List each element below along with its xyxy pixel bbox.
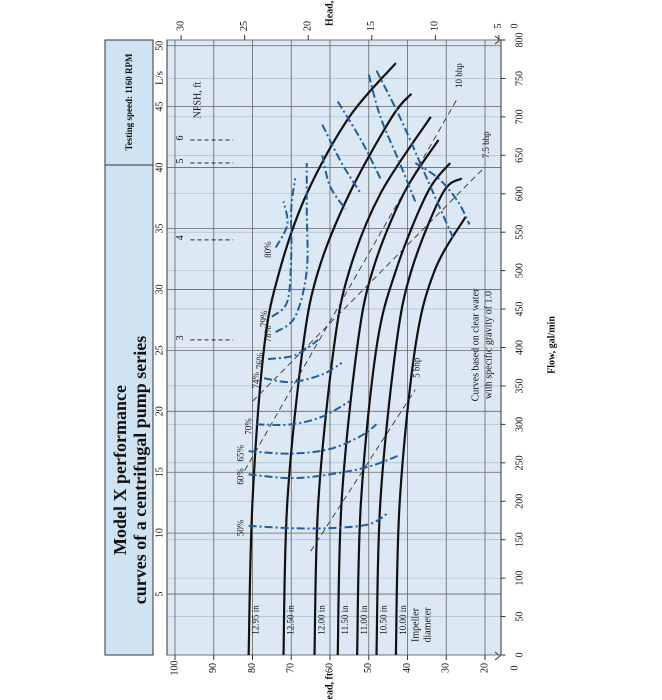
series-label: 80% (263, 241, 273, 258)
impeller-curve (375, 177, 463, 656)
series-label: 79% (259, 310, 269, 327)
impeller-curve (247, 62, 397, 656)
y-axis-label: Head, ft (324, 672, 335, 700)
series-label: 70% (243, 418, 253, 435)
y2-tick-label: 30 (175, 21, 186, 31)
series-label: 10 bhp (454, 63, 464, 88)
x-tick-label: 100 (514, 571, 525, 586)
efficiency-curve (263, 124, 362, 384)
y-tick-label: 100 (169, 661, 180, 676)
y2-tick-label: 5 (493, 24, 504, 29)
x-tick-label: 750 (514, 71, 525, 86)
y-tick-label: 50 (363, 663, 374, 673)
chart-subtitle: curves of a centrifugal pump series (130, 336, 150, 604)
x-tick-label: 450 (514, 302, 525, 317)
x-tick-label: 250 (514, 455, 525, 470)
x-tick-label: 50 (514, 612, 525, 622)
x2-tick-label: 45 (154, 102, 165, 112)
series-label: 10.50 in (379, 605, 389, 635)
series-label: 12.50 in (286, 605, 296, 635)
efficiency-curve (274, 201, 289, 249)
power-curve (244, 97, 459, 471)
x2-tick-label: 25 (154, 345, 165, 355)
efficiency-curve (271, 178, 297, 318)
impeller-curve (336, 139, 440, 656)
efficiency-curve (248, 162, 471, 530)
y-tick-label: 30 (441, 663, 452, 673)
impeller-curve (356, 162, 452, 656)
x2-tick-label: 15 (154, 467, 165, 477)
series-label: 76% (255, 352, 265, 369)
x2-tick-label: 5 (154, 592, 165, 597)
x2-tick-label: 40 (154, 163, 165, 173)
efficiency-curve (256, 100, 382, 426)
series-label: 7.5 bhp (481, 131, 491, 159)
efficiency-curve (248, 70, 455, 480)
efficiency-curve (275, 163, 309, 333)
x-tick-label: 600 (514, 186, 525, 201)
series-label: 50% (236, 519, 246, 536)
x2-tick-label: 30 (154, 284, 165, 294)
y2-break-tick-label: 0 (509, 24, 520, 29)
y-tick-label: 70 (286, 663, 297, 673)
series-label: 11.50 in (340, 605, 350, 635)
y2-axis-label: Head, m (324, 0, 335, 26)
annotation: with specific gravity of 1.0 (483, 291, 494, 399)
y2-tick-label: 15 (366, 21, 377, 31)
chart-title: Model X performance (110, 385, 130, 555)
x-tick-label: 150 (514, 532, 525, 547)
x2-tick-label: 50 (154, 41, 165, 51)
efficiency-curve (267, 155, 347, 361)
npsh-value: 4 (175, 235, 186, 240)
y2-tick-label: 10 (430, 21, 441, 31)
series-label: 11.00 in (359, 605, 369, 635)
npsh-value: 5 (175, 159, 186, 164)
npsh-value: 3 (175, 335, 186, 340)
npsh-value: 6 (175, 135, 186, 140)
y2-tick-label: 20 (303, 21, 314, 31)
x-tick-label: 500 (514, 263, 525, 278)
x-tick-label: 800 (514, 33, 525, 48)
y-tick-label: 80 (247, 663, 258, 673)
y-tick-label: 40 (402, 663, 413, 673)
series-label: 12.95 in (251, 605, 261, 635)
power-curve (310, 389, 416, 552)
speed-note: Testing speed: 1160 RPM (124, 53, 134, 150)
x-tick-label: 650 (514, 148, 525, 163)
impeller-label: diameter (422, 607, 433, 643)
x2-tick-label: 20 (154, 406, 165, 416)
series-label: 10.00 in (398, 605, 408, 635)
impeller-curve (394, 216, 467, 656)
npsh-label: NPSH, ft (192, 81, 203, 118)
series-label: 74% (251, 372, 261, 389)
x-axis-label: Flow, gal/min (546, 316, 557, 374)
title-box (104, 39, 154, 656)
efficiency-curve (248, 74, 417, 455)
x2-tick-label: 10 (154, 528, 165, 538)
x-tick-label: 0 (514, 653, 525, 658)
y-tick-label: 90 (208, 663, 219, 673)
series-label: 12.00 in (317, 605, 327, 635)
y-tick-label: 20 (479, 663, 490, 673)
x2-tick-label: 35 (154, 224, 165, 234)
x-tick-label: 700 (514, 109, 525, 124)
x2-axis-label: L/s (154, 71, 166, 85)
y2-tick-label: 25 (239, 21, 250, 31)
x-tick-label: 350 (514, 378, 525, 393)
series-label: 60% (236, 468, 246, 485)
y-tick-label: 60 (324, 663, 335, 673)
power-curve (252, 166, 486, 402)
series-label: 5 bhp (411, 357, 421, 378)
annotation: Curves based on clear water (470, 288, 481, 401)
x-tick-label: 400 (514, 340, 525, 355)
impeller-curve (282, 93, 413, 656)
series-label: 78% (263, 325, 273, 342)
impeller-label: Impeller (410, 607, 421, 642)
x-tick-label: 300 (514, 417, 525, 432)
x-tick-label: 550 (514, 225, 525, 240)
series-label: 65% (236, 445, 246, 462)
y-break-tick-label: 0 (509, 666, 520, 671)
x-tick-label: 200 (514, 494, 525, 509)
